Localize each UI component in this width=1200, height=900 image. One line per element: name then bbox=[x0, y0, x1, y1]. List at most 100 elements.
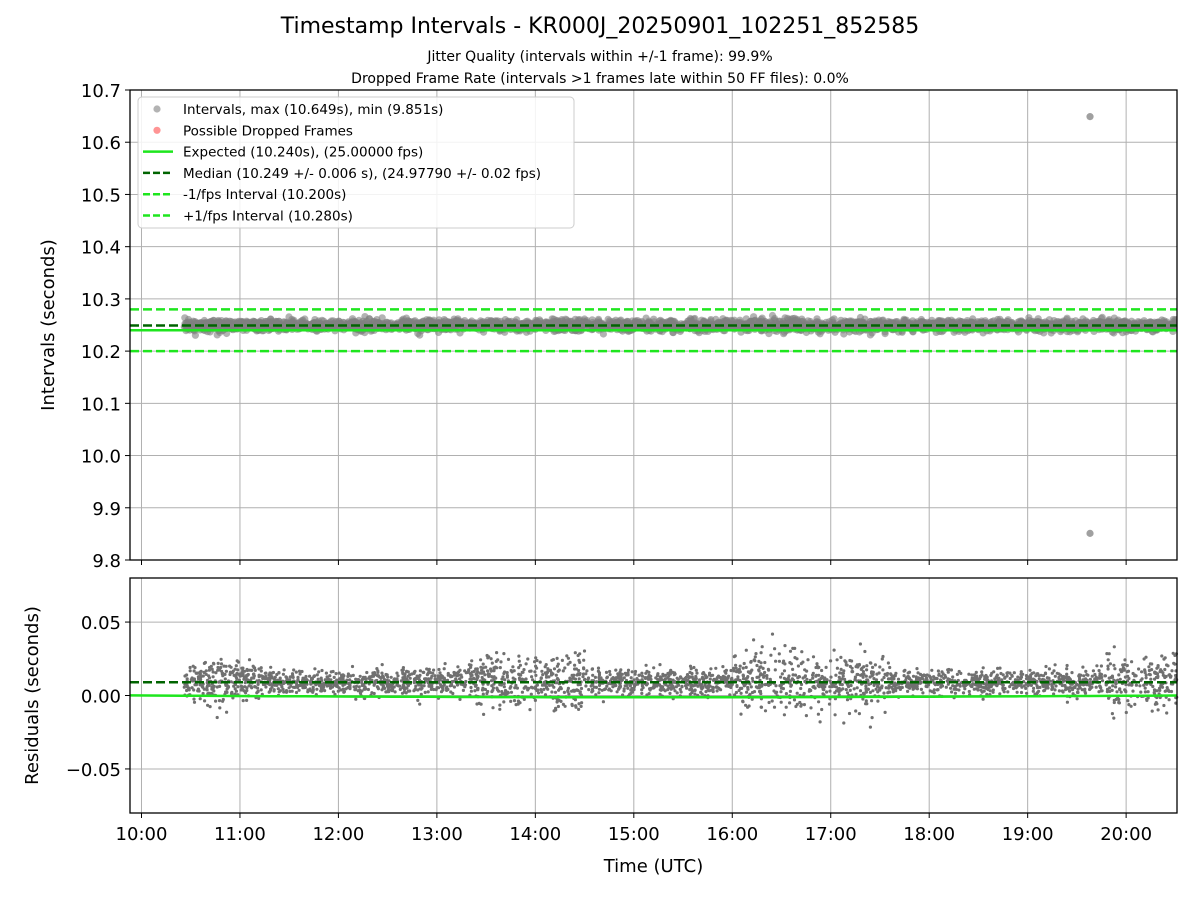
residual-point bbox=[579, 686, 584, 691]
residual-point bbox=[573, 663, 577, 667]
residual-point bbox=[320, 668, 324, 673]
residual-point bbox=[224, 664, 228, 668]
residual-point bbox=[709, 667, 713, 671]
y-tick-label: 10.4 bbox=[81, 238, 121, 259]
residual-point bbox=[739, 712, 743, 716]
interval-point bbox=[755, 317, 763, 325]
residual-point bbox=[215, 715, 219, 720]
residual-point bbox=[775, 690, 779, 694]
residual-point bbox=[183, 674, 187, 678]
x-tick-label: 14:00 bbox=[509, 824, 561, 845]
residual-point bbox=[693, 692, 697, 696]
residual-point bbox=[741, 666, 745, 670]
residual-point bbox=[742, 661, 746, 666]
residual-point bbox=[633, 669, 638, 674]
residual-point bbox=[505, 675, 509, 679]
residual-point bbox=[1108, 662, 1112, 666]
residual-point bbox=[1121, 663, 1125, 667]
residual-point bbox=[366, 687, 370, 692]
residual-point bbox=[1099, 664, 1103, 668]
residual-point bbox=[800, 650, 804, 654]
residual-point bbox=[554, 673, 558, 677]
residual-point bbox=[848, 688, 852, 693]
residual-point bbox=[757, 683, 762, 688]
residual-point bbox=[708, 677, 712, 681]
residual-point bbox=[818, 720, 822, 724]
residual-point bbox=[774, 659, 778, 663]
interval-point bbox=[722, 318, 730, 326]
residual-point bbox=[481, 662, 485, 666]
residual-point bbox=[1075, 697, 1079, 701]
residual-point bbox=[744, 665, 748, 670]
residual-point bbox=[788, 649, 793, 653]
residual-point bbox=[393, 690, 397, 694]
residual-point bbox=[479, 665, 483, 669]
time-axis-label: Time (UTC) bbox=[603, 856, 704, 877]
residual-point bbox=[577, 658, 581, 663]
residual-point bbox=[1084, 669, 1088, 674]
jitter-quality-subtitle: Jitter Quality (intervals within +/-1 fr… bbox=[427, 49, 773, 65]
residual-point bbox=[1082, 674, 1086, 678]
residual-point bbox=[1012, 671, 1016, 675]
residual-point bbox=[1144, 676, 1148, 680]
residual-point bbox=[207, 668, 211, 672]
residual-point bbox=[685, 673, 690, 677]
residual-point bbox=[1001, 686, 1005, 690]
residual-point bbox=[854, 692, 858, 696]
y-tick-label: 10.5 bbox=[81, 185, 121, 206]
residual-point bbox=[272, 688, 276, 692]
residual-point bbox=[915, 667, 919, 671]
residual-point bbox=[788, 701, 792, 705]
residual-point bbox=[1140, 670, 1144, 674]
residual-point bbox=[777, 652, 781, 656]
interval-point bbox=[1030, 317, 1038, 325]
residual-point bbox=[215, 685, 219, 689]
residual-point bbox=[461, 688, 465, 693]
residual-point bbox=[269, 665, 273, 669]
residual-point bbox=[499, 660, 503, 664]
residual-point bbox=[950, 690, 954, 694]
residual-point bbox=[783, 644, 787, 648]
residual-point bbox=[1110, 712, 1114, 716]
residual-point bbox=[216, 668, 220, 672]
residual-point bbox=[1106, 667, 1110, 671]
y-tick-label: 10.1 bbox=[81, 394, 121, 415]
residual-point bbox=[1172, 661, 1176, 665]
dropped-frame-subtitle: Dropped Frame Rate (intervals >1 frames … bbox=[351, 71, 849, 87]
residual-point bbox=[468, 677, 472, 681]
residual-point bbox=[494, 659, 498, 664]
residual-point bbox=[297, 688, 301, 692]
residual-point bbox=[1019, 672, 1023, 677]
residual-point bbox=[1115, 690, 1119, 694]
residual-point bbox=[487, 674, 491, 679]
residual-point bbox=[754, 652, 758, 656]
residual-point bbox=[980, 690, 984, 694]
residual-point bbox=[870, 699, 874, 703]
residual-point bbox=[479, 658, 483, 662]
residual-point bbox=[1110, 688, 1114, 693]
residual-point bbox=[233, 687, 237, 691]
residual-point bbox=[858, 689, 863, 693]
residual-point bbox=[936, 669, 941, 673]
residual-point bbox=[502, 652, 506, 656]
residual-point bbox=[281, 672, 285, 676]
residual-point bbox=[389, 675, 393, 679]
residual-point bbox=[1105, 687, 1110, 692]
residual-point bbox=[438, 671, 442, 675]
residual-point bbox=[594, 693, 598, 697]
residual-point bbox=[489, 657, 493, 661]
interval-point bbox=[997, 318, 1005, 326]
residual-point bbox=[967, 689, 971, 694]
residual-point bbox=[1137, 667, 1141, 671]
residual-point bbox=[502, 700, 506, 704]
residual-point bbox=[597, 687, 602, 691]
residual-point bbox=[1127, 683, 1131, 687]
residual-point bbox=[608, 669, 612, 674]
residual-point bbox=[770, 699, 774, 703]
residual-point bbox=[1163, 675, 1167, 680]
residual-point bbox=[981, 697, 985, 701]
residual-point bbox=[749, 685, 753, 689]
residual-point bbox=[489, 667, 493, 671]
residual-point bbox=[876, 699, 880, 703]
residual-point bbox=[707, 673, 712, 677]
